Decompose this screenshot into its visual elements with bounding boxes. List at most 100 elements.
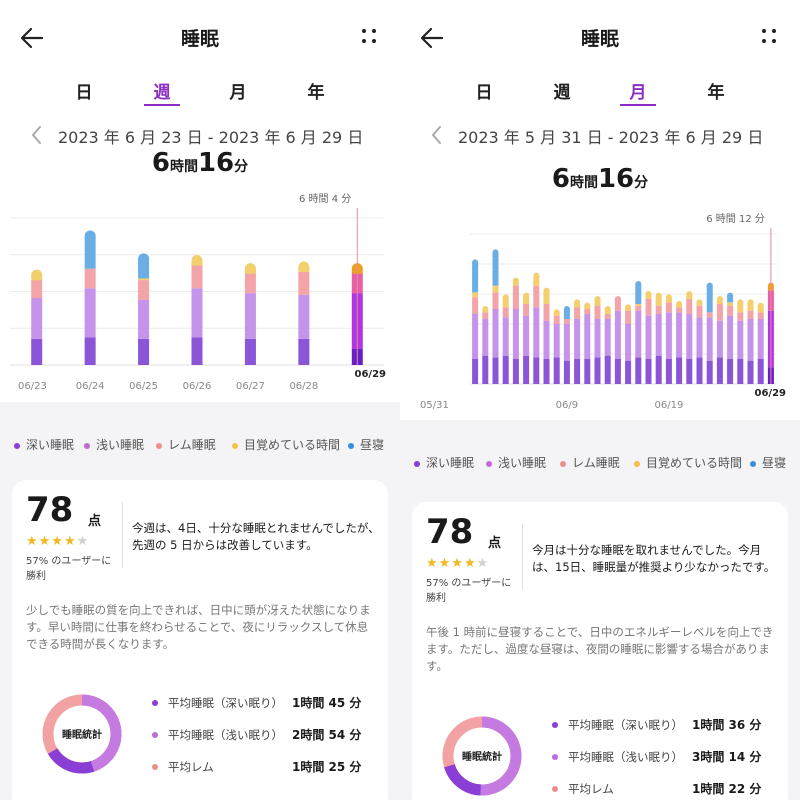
month-sleep-chart[interactable]: 6 時間 12 分 05/31 06/9 06/19 06/29 xyxy=(400,206,800,420)
bar-segment xyxy=(138,299,150,339)
bar-segment xyxy=(563,309,570,319)
back-arrow-icon[interactable] xyxy=(418,24,446,52)
stat-rem: 平均レム 1時間 25 分 xyxy=(152,758,388,778)
legend-awake: 目覚めている時間 xyxy=(232,436,340,453)
bar-cap xyxy=(737,299,744,306)
back-arrow-icon[interactable] xyxy=(18,24,46,52)
tab-day[interactable]: 日 xyxy=(475,83,493,103)
bar-segment xyxy=(635,310,642,358)
x-tick-label: 06/28 xyxy=(289,381,318,392)
bar-cap xyxy=(191,254,203,266)
bar-segment xyxy=(523,304,530,316)
bar-segment xyxy=(138,338,150,365)
bar-cap xyxy=(727,292,734,299)
bar-cap xyxy=(614,296,621,302)
bar-cap xyxy=(533,272,540,279)
sleep-stats-donut[interactable]: 睡眠統計 xyxy=(440,714,524,798)
bar-segment xyxy=(635,284,642,304)
score-card: 78 点 ★★★★★ 57% のユーザーに勝利 今週は、4日、十分な睡眠とれませ… xyxy=(12,480,388,800)
legend-dot-icon xyxy=(414,460,420,467)
bar-segment xyxy=(727,302,734,306)
bar-segment xyxy=(472,314,479,359)
more-options-icon[interactable] xyxy=(360,27,380,47)
legend: 深い睡眠 浅い睡眠 レム睡眠 目覚めている時間 昼寝 xyxy=(400,450,800,474)
tab-year[interactable]: 年 xyxy=(707,83,725,103)
average-sleep: 6時間16分 xyxy=(400,164,800,194)
stat-value: 2時間 54 分 xyxy=(292,728,362,742)
bar-segment xyxy=(747,360,754,384)
bar-segment xyxy=(635,357,642,384)
more-options-icon[interactable] xyxy=(760,27,780,47)
tab-year[interactable]: 年 xyxy=(307,83,325,103)
top-bar: 睡眠 xyxy=(400,0,800,78)
x-tick-label: 06/24 xyxy=(76,381,105,392)
bar-segment xyxy=(492,309,499,358)
x-tick-label: 06/25 xyxy=(129,381,158,392)
bar-segment xyxy=(298,271,310,295)
chevron-left-icon[interactable] xyxy=(28,124,46,146)
bar-segment xyxy=(635,304,642,306)
bar-cap xyxy=(625,304,632,311)
bar-segment xyxy=(492,285,499,293)
bar-segment xyxy=(523,295,530,304)
week-panel: 睡眠 日 週 月 年 2023 年 6 月 23 日 - 2023 年 6 月 … xyxy=(0,24,400,800)
bar-cap xyxy=(676,301,683,307)
bar-segment xyxy=(138,278,150,281)
stat-value: 1時間 45 分 xyxy=(292,696,362,710)
bar-segment xyxy=(584,359,591,384)
bar-segment xyxy=(747,310,754,319)
week-sleep-chart[interactable]: 6 時間 4 分 06/23 06/24 06/25 06/26 06/27 06/28 06… xyxy=(0,188,400,400)
bar-cap xyxy=(523,292,530,299)
stat-deep: 平均睡眠（深い眠り） 1時間 45 分 xyxy=(152,694,388,714)
bar-cap xyxy=(138,253,150,265)
x-tick-label: 06/9 xyxy=(556,400,578,411)
bar-segment xyxy=(594,319,601,358)
tab-month[interactable]: 月 xyxy=(608,78,668,108)
stat-dot-icon xyxy=(552,786,558,792)
bar-segment xyxy=(655,295,662,306)
sleep-stats-donut[interactable]: 睡眠統計 xyxy=(40,692,124,776)
bar-segment xyxy=(244,273,256,294)
bar-segment xyxy=(716,357,723,384)
bar-segment xyxy=(737,302,744,313)
legend-dot-icon xyxy=(634,460,640,467)
month-panel: 睡眠 日 週 月 年 2023 年 5 月 31 日 - 2023 年 6 月 … xyxy=(400,0,800,800)
bar-segment xyxy=(492,357,499,384)
bar-segment xyxy=(502,307,509,318)
bar-segment xyxy=(574,307,581,319)
chevron-left-icon[interactable] xyxy=(428,124,446,146)
avg-minutes-unit: 分 xyxy=(234,159,249,175)
legend-label: レム睡眠 xyxy=(168,438,216,452)
bar-cap xyxy=(665,294,672,301)
tab-day[interactable]: 日 xyxy=(75,83,93,103)
bar-segment xyxy=(665,302,672,313)
bar-segment xyxy=(614,359,621,384)
stat-dot-icon xyxy=(152,732,158,738)
tab-week[interactable]: 週 xyxy=(132,78,192,108)
bar-segment xyxy=(727,315,734,359)
tab-week[interactable]: 週 xyxy=(553,83,571,103)
bar-segment xyxy=(676,357,683,384)
bar-segment xyxy=(84,235,96,269)
legend-light: 浅い睡眠 xyxy=(486,454,546,471)
bar-cap xyxy=(482,306,489,312)
bar-segment xyxy=(737,359,744,384)
bar-cap xyxy=(696,299,703,306)
date-row: 2023 年 6 月 23 日 - 2023 年 6 月 29 日 xyxy=(0,120,400,150)
bar-cap xyxy=(84,230,96,242)
bar-segment xyxy=(502,355,509,384)
bar-segment xyxy=(523,315,530,356)
bar-segment xyxy=(191,337,203,365)
x-tick-label: 06/26 xyxy=(183,381,212,392)
legend-dot-icon xyxy=(486,460,492,467)
stat-label: 平均睡眠（浅い眠り） xyxy=(568,750,683,764)
bar-segment xyxy=(645,299,652,316)
bar-segment xyxy=(645,315,652,359)
bar-segment xyxy=(757,359,764,384)
bar-cap xyxy=(645,291,652,297)
bar-cap xyxy=(502,294,509,301)
tab-month[interactable]: 月 xyxy=(229,83,247,103)
bar-segment xyxy=(244,338,256,365)
page-title: 睡眠 xyxy=(580,28,619,50)
bar-segment xyxy=(706,285,713,313)
